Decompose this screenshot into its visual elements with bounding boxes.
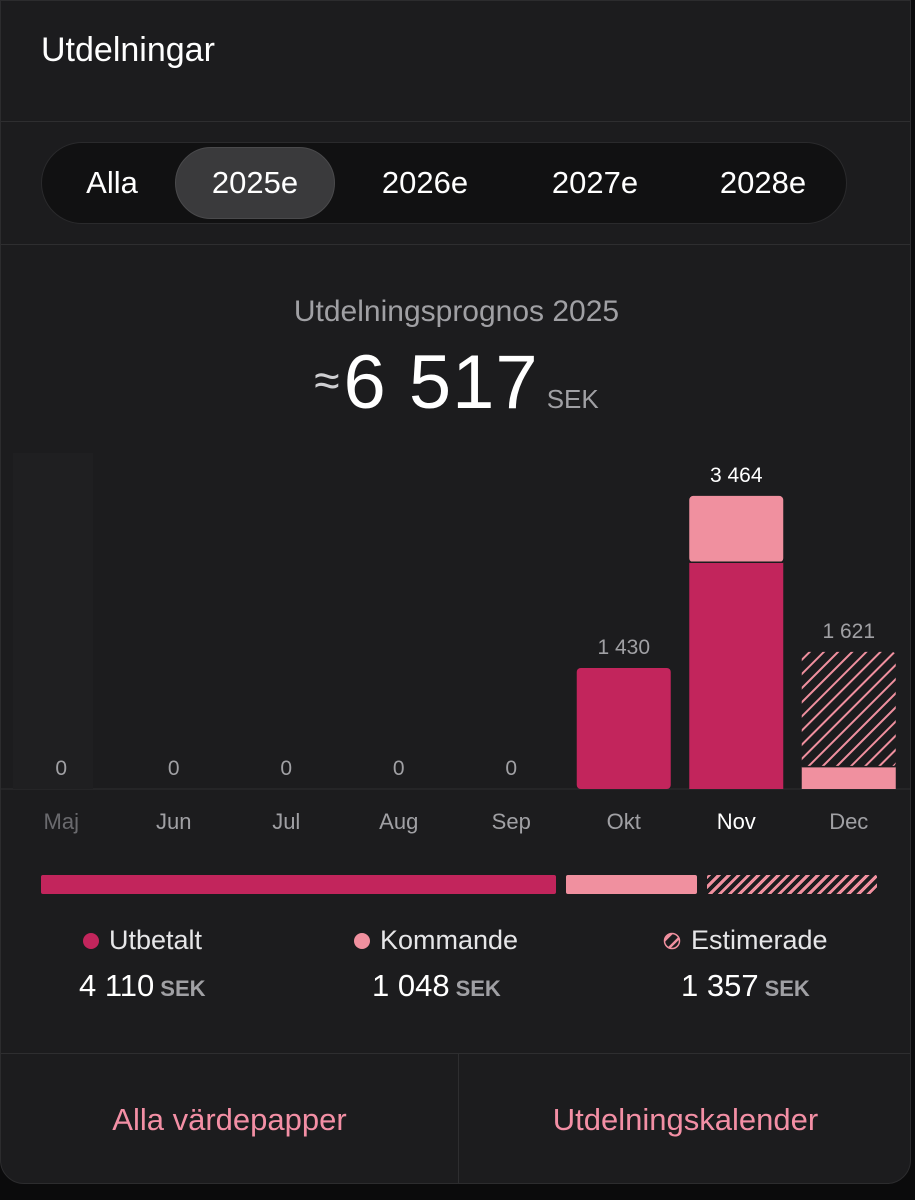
- distribution-paid: [41, 875, 556, 894]
- legend-estimated-label: Estimerade: [691, 925, 828, 955]
- bar-nov-utbetalt: [689, 562, 784, 789]
- legend-upcoming-value: 1 048: [372, 968, 450, 1003]
- tab-alla[interactable]: Alla: [86, 165, 138, 200]
- bar-total-label-jun: 0: [168, 757, 180, 780]
- legend-estimated-value: 1 357: [681, 968, 759, 1003]
- bar-dec-kommande: [801, 766, 896, 789]
- category-label-jun: Jun: [156, 809, 191, 834]
- legend-paid-value: 4 110: [79, 968, 155, 1003]
- legend-paid: Utbetalt 4 110 SEK: [79, 925, 206, 1004]
- forecast-amount: 6 517: [343, 340, 539, 425]
- category-label-maj: Maj: [44, 809, 79, 834]
- bar-total-label-sep: 0: [505, 757, 517, 780]
- section-divider: [1, 244, 910, 245]
- bar-nov-kommande: [689, 495, 784, 563]
- legend-upcoming-label: Kommande: [380, 925, 519, 955]
- category-label-sep: Sep: [492, 809, 531, 834]
- category-label-dec: Dec: [829, 809, 868, 834]
- bar-total-label-aug: 0: [393, 757, 405, 780]
- category-label-nov: Nov: [717, 809, 756, 834]
- paid-dot-icon: [83, 932, 99, 949]
- category-label-jul: Jul: [272, 809, 300, 834]
- card-header: Utdelningar: [1, 1, 910, 122]
- tab-2026e[interactable]: 2026e: [381, 165, 469, 200]
- estimated-hatch-icon: [663, 932, 681, 949]
- card-footer: Alla värdepapper Utdelningskalender: [1, 1053, 910, 1183]
- bar-dec-estimerade: [801, 651, 896, 767]
- footer-divider: [458, 1054, 459, 1183]
- legend-paid-label: Utbetalt: [109, 925, 203, 955]
- bar-total-label-maj: 0: [55, 757, 67, 780]
- category-label-okt: Okt: [607, 809, 641, 834]
- bar-total-label-dec: 1 621: [822, 620, 875, 643]
- legend-paid-currency: SEK: [160, 976, 206, 1001]
- bar-total-label-jul: 0: [280, 757, 292, 780]
- legend-estimated-currency: SEK: [764, 976, 810, 1001]
- forecast-currency: SEK: [546, 384, 599, 414]
- tab-2025e[interactable]: 2025e: [175, 147, 335, 219]
- forecast-label: Utdelningsprognos 2025: [293, 295, 620, 328]
- category-label-aug: Aug: [379, 809, 418, 834]
- legend-upcoming-currency: SEK: [455, 976, 501, 1001]
- distribution-upcoming: [565, 875, 698, 894]
- distribution-bar: [41, 875, 877, 894]
- forecast-value: ≈6 517 SEK: [1, 339, 910, 426]
- bar-total-label-nov: 3 464: [710, 464, 763, 487]
- legend-upcoming: Kommande 1 048 SEK: [354, 925, 518, 1004]
- all-securities-button[interactable]: Alla värdepapper: [112, 1102, 347, 1137]
- bar-total-label-okt: 1 430: [597, 636, 650, 659]
- page-title: Utdelningar: [41, 31, 215, 69]
- distribution-estimated: [707, 875, 877, 894]
- legend-estimated: Estimerade 1 357 SEK: [663, 925, 828, 1004]
- year-tabs: Alla 2025e 2026e 2027e 2028e: [41, 142, 847, 224]
- monthly-dividend-chart: 0 Maj 0 Jun 0 Jul 0 Aug 0 Sep 1 430 Okt 3 464 Nov 1 62…: [1, 453, 910, 834]
- bar-okt-utbetalt: [576, 668, 671, 789]
- tab-2027e[interactable]: 2027e: [551, 165, 639, 200]
- bottom-background: [0, 1184, 915, 1200]
- dividend-calendar-button[interactable]: Utdelningskalender: [552, 1102, 819, 1137]
- chart-empty-column-maj: [13, 453, 93, 789]
- tab-2028e[interactable]: 2028e: [719, 165, 807, 200]
- upcoming-dot-icon: [354, 932, 370, 949]
- approx-symbol: ≈: [314, 354, 340, 406]
